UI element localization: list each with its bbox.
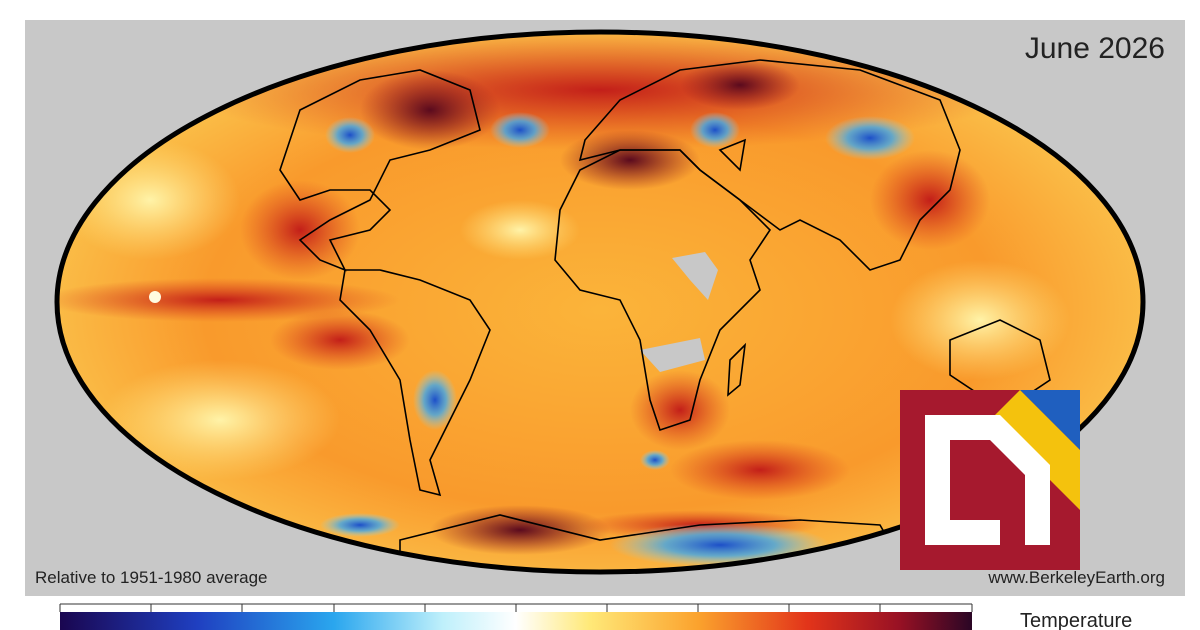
legend-title: Temperature xyxy=(1020,610,1132,630)
logo xyxy=(900,390,1080,570)
source-credit: www.BerkeleyEarth.org xyxy=(987,568,1165,587)
map-title: June 2026 xyxy=(1025,32,1165,65)
baseline-note: Relative to 1951-1980 average xyxy=(35,568,268,587)
globe-outline xyxy=(54,29,1146,575)
color-scale: Temperature xyxy=(59,603,1132,630)
coastlines xyxy=(279,59,1051,572)
